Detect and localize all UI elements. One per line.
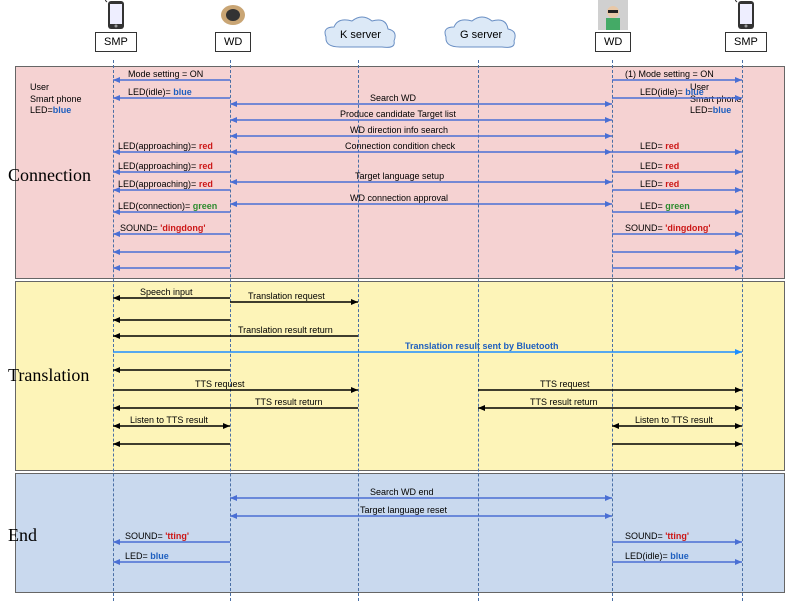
message-label: LED= red <box>640 180 679 189</box>
actor-WD_L: WD <box>215 0 251 52</box>
actor-G: G server <box>440 15 520 57</box>
message-label: TTS request <box>540 380 590 389</box>
message-label: Produce candidate Target list <box>340 110 456 119</box>
message-label: LED(approaching)= red <box>118 162 213 171</box>
message-label: Translation request <box>248 292 325 301</box>
message-label: SOUND= 'tting' <box>625 532 689 541</box>
lifeline-WD_L <box>230 60 231 601</box>
message-label: LED= blue <box>125 552 169 561</box>
lifeline-WD_R <box>612 60 613 601</box>
message-label: LED(approaching)= red <box>118 180 213 189</box>
phase-label-translation: Translation <box>8 365 89 386</box>
actor-K: K server <box>320 15 400 57</box>
message-label: LED= green <box>640 202 690 211</box>
user-note-left: UserSmart phoneLED=blue <box>30 82 82 117</box>
message-label: WD direction info search <box>350 126 448 135</box>
message-label: Speech input <box>140 288 193 297</box>
message-label: LED(idle)= blue <box>640 88 704 97</box>
message-label: TTS request <box>195 380 245 389</box>
message-label: LED(idle)= blue <box>625 552 689 561</box>
actor-SMP_R: SMP <box>725 0 767 52</box>
actor-SMP_L: SMP <box>95 0 137 52</box>
actor-label: SMP <box>95 32 137 52</box>
message-label: Search WD <box>370 94 416 103</box>
earbud-icon <box>218 0 248 30</box>
phase-label-connection: Connection <box>8 165 91 186</box>
phase-label-end: End <box>8 525 37 546</box>
phone-icon <box>731 0 761 30</box>
message-label: Target language setup <box>355 172 444 181</box>
message-label: TTS result return <box>255 398 323 407</box>
message-label: (1) Mode setting = ON <box>625 70 714 79</box>
message-label: SOUND= 'dingdong' <box>120 224 206 233</box>
message-label: SOUND= 'tting' <box>125 532 189 541</box>
message-label: Search WD end <box>370 488 434 497</box>
message-label: Translation result return <box>238 326 333 335</box>
message-label: Translation result sent by Bluetooth <box>405 342 559 351</box>
message-label: LED(idle)= blue <box>128 88 192 97</box>
actor-label: WD <box>215 32 251 52</box>
lifeline-SMP_L <box>113 60 114 601</box>
message-label: TTS result return <box>530 398 598 407</box>
lifeline-SMP_R <box>742 60 743 601</box>
lifeline-G <box>478 60 479 601</box>
actor-label: WD <box>595 32 631 52</box>
message-label: Mode setting = ON <box>128 70 203 79</box>
actor-label: SMP <box>725 32 767 52</box>
message-label: Listen to TTS result <box>130 416 208 425</box>
message-label: LED(approaching)= red <box>118 142 213 151</box>
message-label: WD connection approval <box>350 194 448 203</box>
person-icon <box>598 0 628 30</box>
phone-icon <box>101 0 131 30</box>
message-label: SOUND= 'dingdong' <box>625 224 711 233</box>
message-label: LED= red <box>640 162 679 171</box>
message-label: LED= red <box>640 142 679 151</box>
message-label: Connection condition check <box>345 142 455 151</box>
actor-WD_R: WD <box>595 0 631 52</box>
message-label: Target language reset <box>360 506 447 515</box>
message-label: Listen to TTS result <box>635 416 713 425</box>
message-label: LED(connection)= green <box>118 202 217 211</box>
